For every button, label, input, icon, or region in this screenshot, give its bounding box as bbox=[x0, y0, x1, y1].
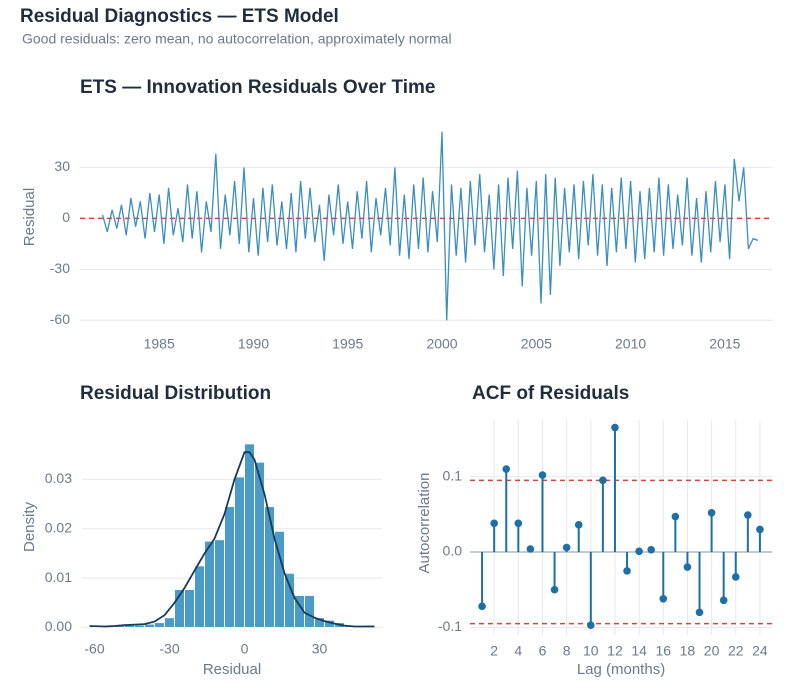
x-tick-label: 2 bbox=[490, 643, 498, 659]
x-tick-label: 14 bbox=[631, 643, 647, 659]
acf-point bbox=[490, 519, 498, 528]
acf-point bbox=[695, 608, 704, 617]
histogram-bar bbox=[184, 589, 195, 629]
x-tick-label: 24 bbox=[752, 643, 768, 659]
histogram-bar bbox=[264, 506, 275, 629]
y-axis-title: Density bbox=[21, 501, 38, 552]
chart-title: ACF of Residuals bbox=[472, 383, 629, 404]
x-axis-title: Lag (months) bbox=[577, 661, 665, 678]
x-tick-label: 8 bbox=[563, 643, 571, 659]
y-tick-label: -30 bbox=[50, 260, 70, 276]
density-curve bbox=[89, 451, 375, 628]
y-tick-label: 0.01 bbox=[45, 569, 72, 585]
acf-point bbox=[756, 525, 764, 534]
y-tick-label: 0.03 bbox=[45, 470, 72, 486]
histogram-bar bbox=[244, 443, 255, 629]
x-tick-label: 20 bbox=[704, 643, 720, 659]
x-tick-label: 2010 bbox=[615, 336, 646, 352]
y-tick-label: -0.1 bbox=[438, 618, 462, 634]
acf-point bbox=[502, 465, 511, 473]
acf-point bbox=[659, 594, 668, 603]
acf-point bbox=[731, 573, 740, 581]
page-title: Residual Diagnostics — ETS Model bbox=[20, 6, 339, 27]
histogram-bar bbox=[154, 622, 165, 629]
x-tick-label: 0 bbox=[241, 641, 249, 657]
x-tick-label: 1985 bbox=[144, 336, 175, 352]
acf-point bbox=[526, 545, 535, 553]
acf-point bbox=[683, 563, 692, 571]
residual-line bbox=[101, 131, 759, 321]
x-tick-label: 16 bbox=[655, 643, 671, 659]
x-tick-label: 2005 bbox=[521, 336, 552, 352]
x-tick-label: 12 bbox=[607, 643, 623, 659]
acf-point bbox=[744, 511, 752, 519]
x-tick-label: 30 bbox=[312, 641, 328, 657]
chart-title: Residual Distribution bbox=[80, 383, 271, 404]
x-tick-label: 18 bbox=[680, 643, 696, 659]
acf-point bbox=[635, 547, 643, 556]
x-tick-label: -30 bbox=[159, 641, 179, 657]
acf-point bbox=[647, 545, 655, 554]
y-tick-label: -60 bbox=[50, 311, 70, 327]
y-axis-title: Autocorrelation bbox=[416, 473, 433, 574]
acf-point bbox=[574, 521, 583, 529]
x-tick-label: 1990 bbox=[238, 336, 269, 352]
y-axis-title: Residual bbox=[21, 188, 38, 246]
x-tick-label: 22 bbox=[728, 643, 744, 659]
histogram-bar bbox=[164, 617, 175, 629]
x-tick-label: 10 bbox=[583, 643, 599, 659]
acf-point bbox=[587, 621, 595, 629]
acf-point bbox=[623, 567, 631, 575]
y-tick-label: 0.00 bbox=[45, 618, 72, 634]
acf-point bbox=[538, 471, 547, 479]
acf-point bbox=[611, 423, 619, 432]
chart-title: ETS — Innovation Residuals Over Time bbox=[80, 77, 435, 98]
acf-point bbox=[514, 519, 523, 528]
histogram-bar bbox=[304, 594, 315, 629]
x-tick-label: 4 bbox=[514, 643, 522, 659]
y-tick-label: 0 bbox=[62, 209, 70, 225]
y-tick-label: 0.1 bbox=[443, 467, 463, 483]
y-tick-label: 0.02 bbox=[45, 519, 72, 535]
histogram-bar bbox=[224, 506, 235, 629]
x-tick-label: 1995 bbox=[332, 336, 363, 352]
y-tick-label: 0.0 bbox=[443, 543, 463, 559]
acf-point bbox=[671, 512, 680, 521]
histogram-bar bbox=[204, 540, 215, 629]
x-tick-label: 6 bbox=[539, 643, 547, 659]
histogram-bar bbox=[284, 572, 295, 629]
acf-point bbox=[478, 602, 486, 611]
page-subtitle: Good residuals: zero mean, no autocorrel… bbox=[22, 31, 452, 47]
acf-point bbox=[562, 543, 571, 552]
histogram-bar bbox=[194, 565, 205, 629]
x-tick-label: 2015 bbox=[709, 336, 740, 352]
acf-point bbox=[719, 596, 728, 605]
acf-point bbox=[599, 476, 607, 485]
y-tick-label: 30 bbox=[54, 158, 70, 174]
x-tick-label: -60 bbox=[84, 641, 104, 657]
x-tick-label: 2000 bbox=[426, 336, 457, 352]
histogram-bar bbox=[214, 539, 225, 629]
acf-point bbox=[550, 585, 559, 594]
x-axis-title: Residual bbox=[203, 661, 261, 678]
acf-point bbox=[707, 508, 716, 517]
histogram-bar bbox=[234, 476, 245, 629]
histogram-bar bbox=[134, 624, 145, 629]
